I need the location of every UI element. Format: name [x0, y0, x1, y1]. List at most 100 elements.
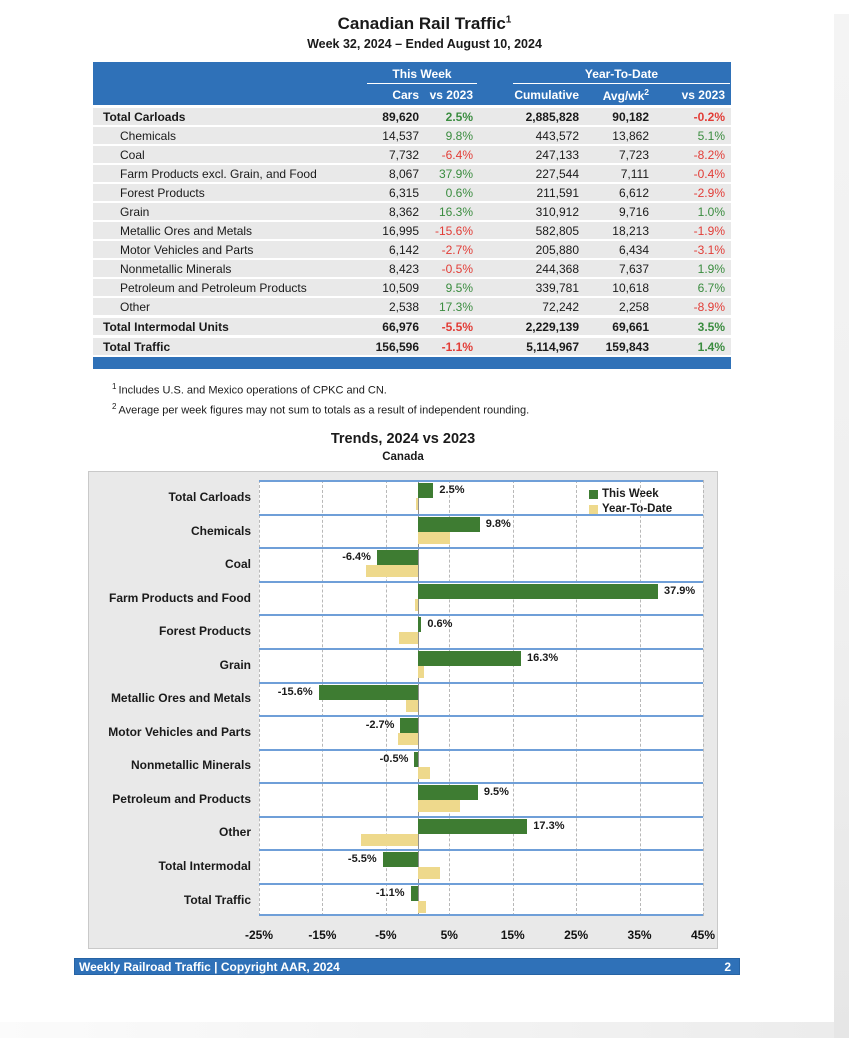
cars-vs-2023-value: -0.5%: [441, 261, 473, 276]
bar-this-week: [417, 651, 521, 666]
table-group-header-row: This Week Year-To-Date: [93, 62, 731, 84]
ytd-vs-2023-value: 1.4%: [697, 339, 725, 354]
table-row: Total Intermodal Units 66,976 -5.5% 2,22…: [93, 318, 731, 335]
bar-value-label: 0.6%: [427, 618, 453, 631]
chart-category-label: Grain: [219, 657, 251, 672]
ytd-cumulative-value: 205,880: [535, 242, 579, 257]
avg-wk-footnote-ref: 2: [644, 86, 649, 97]
ytd-avg-per-week-value: 159,843: [605, 339, 649, 354]
column-header-cars-vs-2023: vs 2023: [429, 87, 473, 102]
rail-traffic-table: This Week Year-To-Date Cars vs 2023 Cumu…: [93, 62, 731, 355]
cars-vs-2023-value: -1.1%: [441, 339, 473, 354]
table-row: Metallic Ores and Metals 16,995 -15.6% 5…: [93, 222, 731, 239]
ytd-avg-per-week-value: 7,111: [620, 166, 649, 181]
x-axis-tick: 35%: [627, 928, 652, 943]
row-label: Total Traffic: [103, 339, 171, 354]
band-separator-line: [259, 513, 703, 516]
bar-year-to-date: [365, 565, 418, 578]
band-separator-line: [259, 580, 703, 583]
cars-vs-2023-value: -15.6%: [434, 223, 473, 238]
page-edge-bottom: [0, 1022, 834, 1038]
bar-value-label: 9.5%: [483, 786, 509, 799]
cars-value: 66,976: [382, 319, 419, 334]
legend-label-this-week: This Week: [602, 488, 659, 501]
ytd-vs-2023-value: -3.1%: [693, 242, 725, 257]
gridline: [703, 480, 704, 917]
page-title: Canadian Rail Traffic1: [0, 14, 849, 34]
ytd-vs-2023-value: 5.1%: [697, 128, 725, 143]
band-separator-line: [259, 547, 703, 550]
bar-this-week: [417, 516, 480, 532]
row-label: Metallic Ores and Metals: [120, 223, 253, 238]
report-page: { "page": { "title": "Canadian Rail Traf…: [0, 14, 849, 1038]
chart-legend: This Week Year-To-Date: [589, 488, 672, 518]
band-separator-line: [259, 614, 703, 617]
ytd-avg-per-week-value: 6,434: [618, 242, 649, 257]
ytd-cumulative-value: 5,114,967: [526, 339, 579, 354]
zero-axis-line: [417, 480, 419, 917]
bar-year-to-date: [361, 833, 418, 846]
chart-category-label: Total Traffic: [183, 892, 251, 907]
ytd-vs-2023-value: -1.9%: [693, 223, 725, 238]
gridline: [259, 480, 260, 917]
page-title-text: Canadian Rail Traffic: [337, 14, 506, 33]
x-axis-tick: 25%: [564, 928, 589, 943]
ytd-cumulative-value: 443,572: [535, 128, 579, 143]
year-to-date-swatch-icon: [589, 504, 598, 514]
row-label: Total Intermodal Units: [103, 319, 229, 334]
ytd-cumulative-value: 2,229,139: [525, 319, 579, 334]
cars-value: 6,315: [388, 185, 419, 200]
ytd-cumulative-value: 72,242: [542, 299, 579, 314]
table-row: Petroleum and Petroleum Products 10,509 …: [93, 279, 731, 296]
cars-value: 8,423: [388, 261, 419, 276]
bar-this-week: [417, 785, 478, 801]
ytd-cumulative-value: 247,133: [535, 147, 579, 162]
ytd-cumulative-value: 2,885,828: [525, 109, 579, 124]
x-axis-tick: -5%: [375, 928, 397, 943]
cars-vs-2023-value: -5.5%: [441, 319, 473, 334]
group-header-this-week: This Week: [367, 67, 477, 84]
gridline: [639, 480, 641, 917]
ytd-cumulative-value: 211,591: [536, 185, 580, 200]
footnote-1: 1 Includes U.S. and Mexico operations of …: [112, 382, 849, 397]
table-row: Coal 7,732 -6.4% 247,133 7,723 -8.2%: [93, 146, 731, 163]
bar-value-label: 2.5%: [439, 484, 465, 497]
table-row: Grain 8,362 16.3% 310,912 9,716 1.0%: [93, 203, 731, 220]
chart-category-label: Total Carloads: [168, 490, 251, 505]
x-axis-tick: 5%: [440, 928, 458, 943]
ytd-avg-per-week-value: 18,213: [612, 223, 649, 238]
bar-this-week: [417, 583, 658, 599]
legend-item-year-to-date: Year-To-Date: [589, 503, 672, 515]
ytd-cumulative-value: 339,781: [535, 280, 579, 295]
footnote-2-marker: 2: [112, 401, 117, 411]
bar-this-week: [400, 718, 418, 734]
table-column-header-row: Cars vs 2023 Cumulative Avg/wk2 vs 2023: [93, 84, 731, 105]
table-row: Total Carloads 89,620 2.5% 2,885,828 90,…: [93, 108, 731, 125]
ytd-cumulative-value: 582,805: [535, 223, 579, 238]
column-header-ytd-vs-2023: vs 2023: [681, 87, 725, 102]
chart-category-label: Forest Products: [158, 624, 251, 639]
table-row: Forest Products 6,315 0.6% 211,591 6,612…: [93, 184, 731, 201]
table-row: Motor Vehicles and Parts 6,142 -2.7% 205…: [93, 241, 731, 258]
page-title-footnote-ref: 1: [505, 14, 512, 26]
row-label: Farm Products excl. Grain, and Food: [120, 166, 317, 181]
bar-year-to-date: [417, 900, 427, 913]
footnote-2-text: Average per week figures may not sum to …: [118, 404, 530, 417]
chart-category-label: Coal: [224, 557, 251, 572]
band-separator-line: [259, 914, 703, 917]
bar-this-week: [417, 818, 528, 834]
ytd-avg-per-week-value: 90,182: [612, 109, 649, 124]
bar-value-label: 9.8%: [485, 517, 511, 530]
ytd-cumulative-value: 227,544: [535, 166, 579, 181]
band-separator-line: [259, 648, 703, 650]
table-bottom-bar: [93, 357, 731, 369]
chart-category-label: Other: [218, 825, 251, 840]
bar-year-to-date: [417, 531, 450, 544]
row-label: Coal: [120, 147, 145, 162]
bar-year-to-date: [415, 598, 418, 611]
cars-value: 16,995: [382, 223, 419, 238]
gridline: [512, 480, 514, 917]
footnote-1-marker: 1: [112, 382, 117, 391]
page-subtitle: Week 32, 2024 – Ended August 10, 2024: [307, 37, 542, 51]
gridline: [449, 480, 451, 917]
